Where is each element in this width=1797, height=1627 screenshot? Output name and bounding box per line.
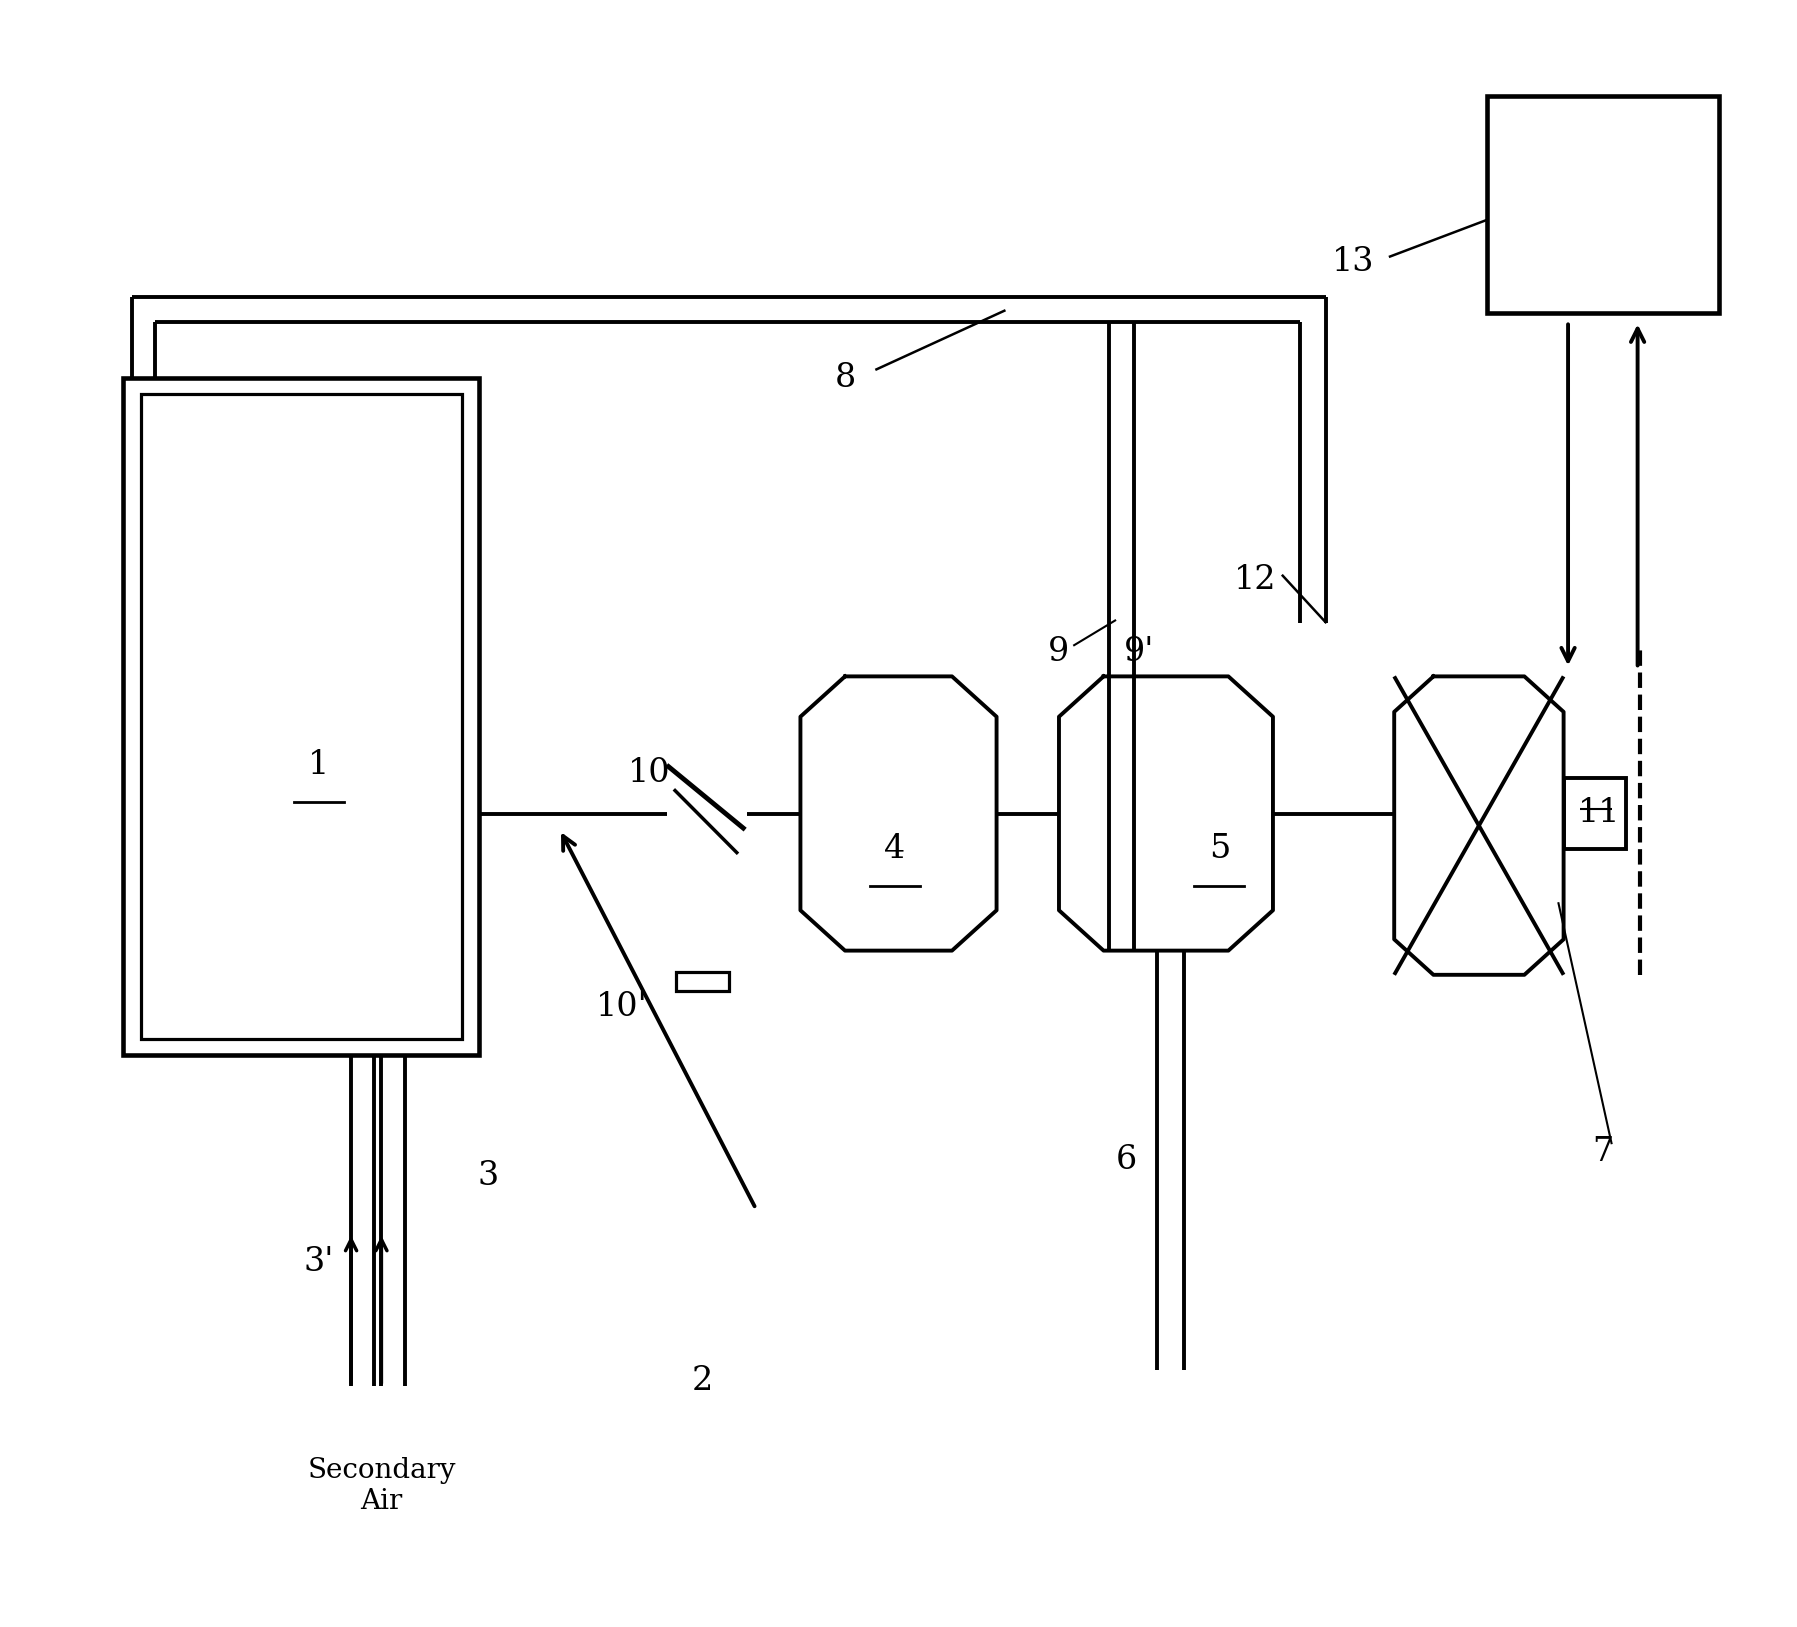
Text: 10': 10' bbox=[597, 991, 649, 1023]
Text: 4: 4 bbox=[884, 833, 906, 866]
Text: Secondary
Air: Secondary Air bbox=[307, 1458, 456, 1515]
Text: 6: 6 bbox=[1116, 1144, 1138, 1176]
Text: 12: 12 bbox=[1235, 563, 1276, 595]
Bar bbox=[122, 377, 480, 1056]
Text: 7: 7 bbox=[1592, 1136, 1614, 1168]
Text: 3: 3 bbox=[478, 1160, 500, 1193]
Text: 1: 1 bbox=[309, 748, 329, 781]
Text: 11: 11 bbox=[1578, 797, 1621, 830]
Bar bbox=[1563, 778, 1626, 849]
Text: 9': 9' bbox=[1125, 636, 1154, 669]
Text: 8: 8 bbox=[834, 361, 855, 394]
Text: 9: 9 bbox=[1048, 636, 1069, 669]
Bar bbox=[1486, 96, 1718, 314]
Text: 10: 10 bbox=[627, 757, 670, 789]
Bar bbox=[676, 971, 730, 991]
Text: 13: 13 bbox=[1332, 246, 1375, 278]
Text: 2: 2 bbox=[692, 1365, 713, 1398]
Text: 5: 5 bbox=[1209, 833, 1231, 866]
Text: 3': 3' bbox=[304, 1246, 334, 1277]
Bar bbox=[140, 394, 462, 1040]
